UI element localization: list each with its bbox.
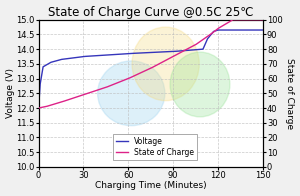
Voltage [191, 49, 194, 51]
Voltage [261, 29, 265, 31]
State of Charge [60, 101, 63, 103]
State of Charge [231, 19, 235, 21]
Ellipse shape [98, 61, 165, 126]
Voltage [128, 52, 131, 55]
State of Charge [261, 19, 265, 21]
Y-axis label: Voltage (V): Voltage (V) [6, 68, 15, 118]
State of Charge [191, 45, 194, 47]
State of Charge [37, 107, 40, 109]
Voltage [212, 30, 215, 33]
Title: State of Charge Curve @0.5C 25℃: State of Charge Curve @0.5C 25℃ [48, 5, 253, 19]
Voltage [136, 52, 139, 54]
State of Charge [212, 31, 215, 33]
Legend: Voltage, State of Charge: Voltage, State of Charge [113, 134, 197, 160]
State of Charge [136, 73, 139, 76]
Voltage [60, 58, 63, 61]
State of Charge [128, 77, 131, 79]
Line: Voltage: Voltage [39, 30, 263, 108]
Ellipse shape [170, 52, 230, 117]
State of Charge [216, 28, 219, 30]
Voltage [216, 29, 220, 31]
Y-axis label: State of Charge: State of Charge [285, 58, 294, 129]
Voltage [37, 107, 40, 109]
Ellipse shape [132, 27, 199, 101]
Voltage [216, 29, 219, 31]
X-axis label: Charging Time (Minutes): Charging Time (Minutes) [95, 181, 206, 191]
Line: State of Charge: State of Charge [39, 20, 263, 108]
